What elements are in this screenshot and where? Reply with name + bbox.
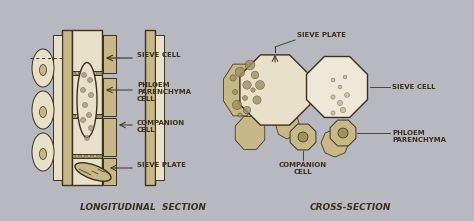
- Text: LONGITUDINAL  SECTION: LONGITUDINAL SECTION: [80, 204, 206, 213]
- Ellipse shape: [75, 163, 111, 181]
- Circle shape: [345, 93, 349, 97]
- Circle shape: [88, 155, 90, 157]
- Circle shape: [232, 100, 242, 110]
- Circle shape: [337, 101, 343, 106]
- Ellipse shape: [77, 63, 97, 137]
- Circle shape: [245, 60, 255, 70]
- Circle shape: [235, 67, 245, 77]
- Bar: [145, 30, 155, 185]
- Polygon shape: [223, 64, 256, 116]
- Circle shape: [82, 115, 84, 117]
- Circle shape: [88, 115, 90, 117]
- Circle shape: [82, 155, 84, 157]
- Circle shape: [94, 155, 96, 157]
- Circle shape: [253, 96, 261, 104]
- Bar: [103, 118, 116, 156]
- Circle shape: [81, 88, 85, 93]
- Circle shape: [89, 126, 93, 130]
- Circle shape: [86, 112, 91, 118]
- Circle shape: [76, 115, 78, 117]
- Ellipse shape: [39, 65, 46, 76]
- Ellipse shape: [32, 91, 54, 129]
- Circle shape: [94, 115, 96, 117]
- Polygon shape: [275, 107, 299, 139]
- Circle shape: [298, 132, 308, 142]
- Circle shape: [76, 155, 78, 157]
- Circle shape: [255, 80, 264, 90]
- Polygon shape: [235, 116, 265, 150]
- Circle shape: [76, 72, 78, 74]
- Text: COMPANION
CELL: COMPANION CELL: [279, 162, 327, 175]
- Text: SIEVE PLATE: SIEVE PLATE: [297, 32, 346, 38]
- Circle shape: [82, 72, 86, 78]
- Text: PHLOEM
PARENCHYMA
CELL: PHLOEM PARENCHYMA CELL: [137, 82, 191, 102]
- Ellipse shape: [39, 149, 46, 160]
- Circle shape: [84, 135, 90, 141]
- Text: SIEVE CELL: SIEVE CELL: [392, 84, 436, 90]
- Text: PHLOEM
PARENCHYMA: PHLOEM PARENCHYMA: [392, 130, 446, 143]
- Bar: [72, 114, 102, 118]
- Circle shape: [338, 85, 342, 89]
- Circle shape: [331, 111, 335, 115]
- Bar: [72, 30, 102, 185]
- Circle shape: [243, 81, 251, 89]
- Bar: [155, 35, 164, 180]
- Ellipse shape: [32, 49, 54, 87]
- Bar: [103, 78, 116, 116]
- Bar: [103, 35, 116, 73]
- Circle shape: [82, 103, 88, 107]
- Bar: [72, 71, 102, 75]
- Circle shape: [331, 78, 335, 82]
- Bar: [72, 154, 102, 158]
- Circle shape: [88, 72, 90, 74]
- Text: SIEVE PLATE: SIEVE PLATE: [137, 162, 186, 168]
- Polygon shape: [321, 129, 349, 157]
- Bar: [103, 158, 116, 185]
- Circle shape: [251, 88, 255, 92]
- Circle shape: [233, 90, 237, 94]
- Text: CROSS-SECTION: CROSS-SECTION: [310, 204, 392, 213]
- Circle shape: [94, 72, 96, 74]
- Circle shape: [88, 78, 92, 82]
- Circle shape: [340, 107, 346, 113]
- Circle shape: [343, 75, 347, 79]
- Circle shape: [89, 93, 93, 97]
- Circle shape: [338, 128, 348, 138]
- Circle shape: [81, 118, 85, 122]
- Polygon shape: [307, 57, 367, 118]
- Ellipse shape: [39, 107, 46, 118]
- Circle shape: [243, 95, 247, 101]
- Circle shape: [238, 113, 242, 117]
- Polygon shape: [240, 55, 310, 125]
- Circle shape: [331, 95, 335, 99]
- Bar: [62, 30, 72, 185]
- Ellipse shape: [32, 133, 54, 171]
- Circle shape: [251, 71, 259, 79]
- Text: SIEVE CELL: SIEVE CELL: [137, 52, 181, 58]
- Polygon shape: [330, 120, 356, 146]
- Polygon shape: [290, 124, 316, 150]
- Text: COMPANION
CELL: COMPANION CELL: [137, 120, 185, 133]
- Bar: [53, 35, 62, 180]
- Circle shape: [230, 75, 236, 81]
- Circle shape: [243, 106, 251, 114]
- Circle shape: [82, 72, 84, 74]
